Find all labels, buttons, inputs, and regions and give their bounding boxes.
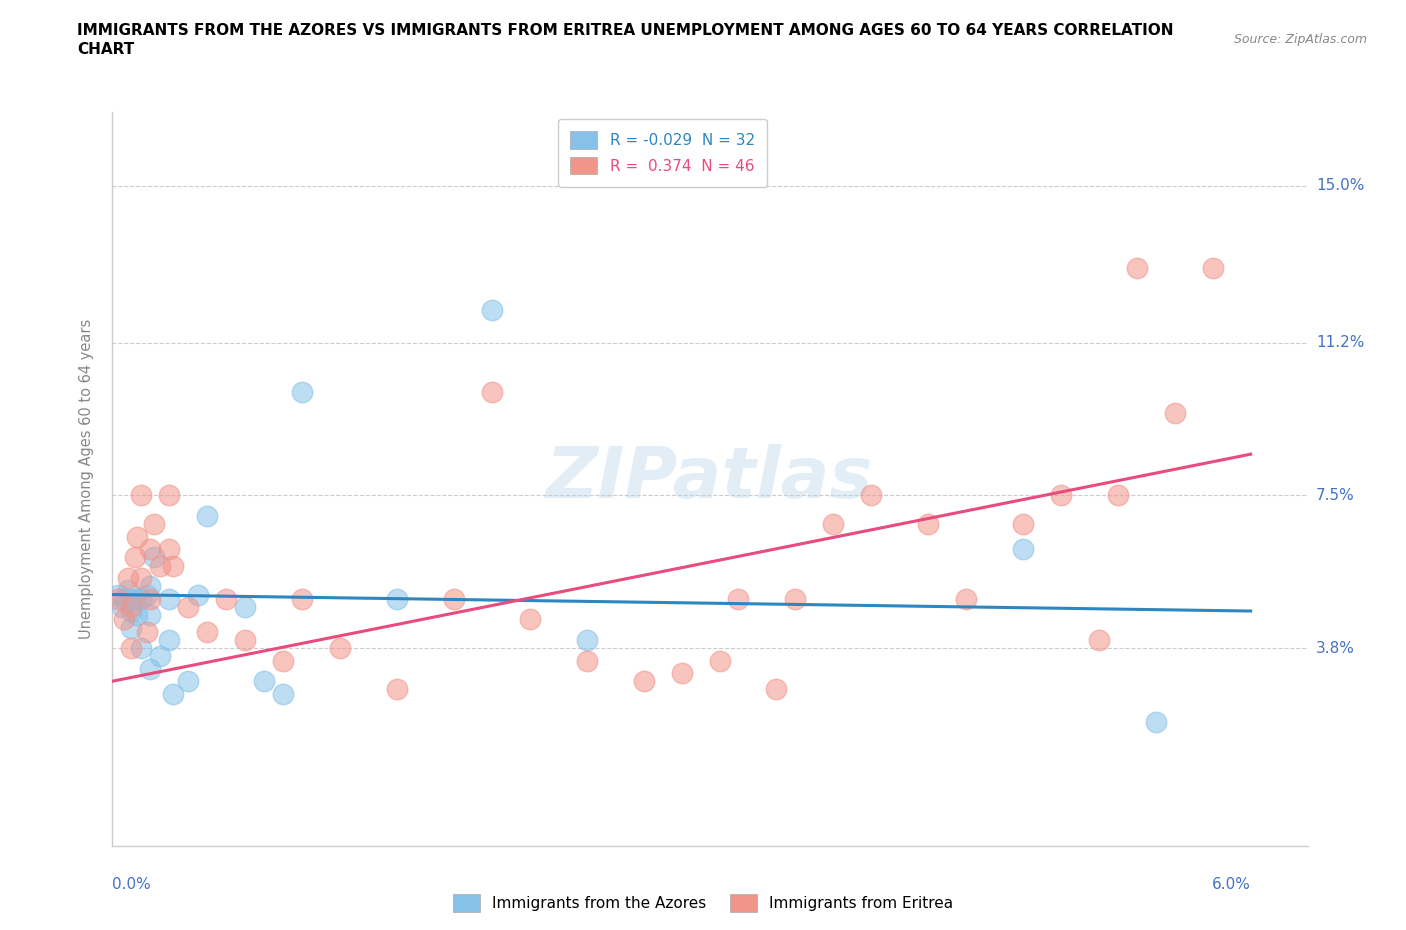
Point xyxy=(575,632,598,647)
Point xyxy=(120,600,142,615)
Legend: Immigrants from the Azores, Immigrants from Eritrea: Immigrants from the Azores, Immigrants f… xyxy=(447,888,959,918)
Point xyxy=(157,488,180,503)
Point xyxy=(1164,405,1187,420)
Point xyxy=(135,587,157,602)
Text: ZIPatlas: ZIPatlas xyxy=(547,445,873,513)
Point xyxy=(1012,517,1035,532)
Point xyxy=(129,571,152,586)
Point xyxy=(112,591,135,606)
Point xyxy=(149,558,172,573)
Point xyxy=(481,302,503,317)
Point xyxy=(195,624,218,639)
Point xyxy=(1126,261,1149,276)
Point xyxy=(575,653,598,668)
Point xyxy=(143,550,166,565)
Point xyxy=(823,517,845,532)
Point xyxy=(107,591,129,606)
Point xyxy=(157,591,180,606)
Point xyxy=(1050,488,1073,503)
Point xyxy=(112,612,135,627)
Point xyxy=(129,641,152,656)
Text: 15.0%: 15.0% xyxy=(1316,179,1364,193)
Point xyxy=(917,517,939,532)
Point xyxy=(139,591,162,606)
Point xyxy=(143,517,166,532)
Text: Source: ZipAtlas.com: Source: ZipAtlas.com xyxy=(1233,33,1367,46)
Point xyxy=(291,591,314,606)
Point xyxy=(117,571,139,586)
Point xyxy=(1144,715,1167,730)
Point xyxy=(233,600,256,615)
Point xyxy=(162,558,184,573)
Point xyxy=(177,673,200,688)
Point xyxy=(120,591,142,606)
Text: 6.0%: 6.0% xyxy=(1212,877,1251,892)
Point xyxy=(129,591,152,606)
Point xyxy=(443,591,465,606)
Point xyxy=(1107,488,1129,503)
Point xyxy=(195,509,218,524)
Point xyxy=(117,583,139,598)
Y-axis label: Unemployment Among Ages 60 to 64 years: Unemployment Among Ages 60 to 64 years xyxy=(79,319,94,639)
Point xyxy=(157,541,180,556)
Point xyxy=(135,624,157,639)
Point xyxy=(519,612,541,627)
Point xyxy=(107,587,129,602)
Text: 11.2%: 11.2% xyxy=(1316,335,1364,351)
Point xyxy=(215,591,238,606)
Point xyxy=(765,682,787,697)
Point xyxy=(1012,541,1035,556)
Point xyxy=(785,591,807,606)
Point xyxy=(120,620,142,635)
Point xyxy=(177,600,200,615)
Point xyxy=(120,604,142,618)
Point xyxy=(481,385,503,400)
Point xyxy=(127,529,149,544)
Text: 3.8%: 3.8% xyxy=(1316,641,1355,656)
Point xyxy=(120,641,142,656)
Point xyxy=(139,541,162,556)
Point xyxy=(1202,261,1225,276)
Point xyxy=(139,661,162,676)
Text: 7.5%: 7.5% xyxy=(1316,488,1354,503)
Point xyxy=(187,587,209,602)
Point xyxy=(291,385,314,400)
Point xyxy=(271,686,294,701)
Legend: R = -0.029  N = 32, R =  0.374  N = 46: R = -0.029 N = 32, R = 0.374 N = 46 xyxy=(558,119,766,187)
Point xyxy=(671,666,693,681)
Point xyxy=(111,600,134,615)
Point xyxy=(124,591,146,606)
Point xyxy=(157,632,180,647)
Point xyxy=(233,632,256,647)
Point xyxy=(253,673,276,688)
Text: IMMIGRANTS FROM THE AZORES VS IMMIGRANTS FROM ERITREA UNEMPLOYMENT AMONG AGES 60: IMMIGRANTS FROM THE AZORES VS IMMIGRANTS… xyxy=(77,23,1174,38)
Point xyxy=(860,488,883,503)
Point xyxy=(149,649,172,664)
Point xyxy=(139,578,162,593)
Point xyxy=(124,550,146,565)
Point xyxy=(709,653,731,668)
Point xyxy=(271,653,294,668)
Point xyxy=(162,686,184,701)
Text: 0.0%: 0.0% xyxy=(112,877,152,892)
Point xyxy=(127,607,149,622)
Point xyxy=(1088,632,1111,647)
Point xyxy=(385,682,408,697)
Point xyxy=(129,488,152,503)
Point xyxy=(633,673,655,688)
Point xyxy=(329,641,352,656)
Point xyxy=(727,591,749,606)
Point xyxy=(139,607,162,622)
Point xyxy=(955,591,977,606)
Text: CHART: CHART xyxy=(77,42,135,57)
Point xyxy=(385,591,408,606)
